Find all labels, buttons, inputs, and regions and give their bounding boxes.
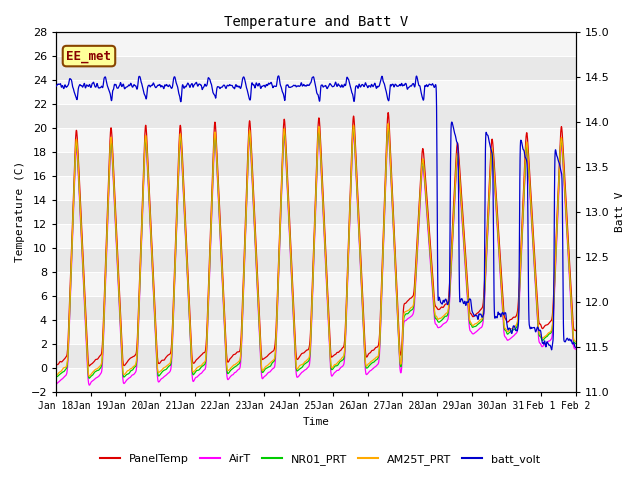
PanelTemp — [385, 110, 392, 116]
PanelTemp — [526, 178, 534, 184]
batt_volt — [52, 84, 60, 89]
AirT — [197, 371, 205, 376]
AirT — [572, 347, 579, 352]
AM25T_PRT — [331, 362, 339, 368]
Line: AM25T_PRT: AM25T_PRT — [56, 123, 575, 376]
AM25T_PRT — [52, 372, 60, 378]
Bar — [56, 104, 575, 128]
AM25T_PRT — [197, 363, 205, 369]
NR01_PRT — [331, 363, 339, 369]
Legend: PanelTemp, AirT, NR01_PRT, AM25T_PRT, batt_volt: PanelTemp, AirT, NR01_PRT, AM25T_PRT, ba… — [95, 450, 545, 469]
batt_volt — [526, 325, 534, 331]
AM25T_PRT — [342, 315, 350, 321]
Bar — [56, 296, 575, 320]
NR01_PRT — [467, 322, 475, 327]
Bar — [56, 128, 575, 152]
AM25T_PRT — [572, 338, 579, 344]
Bar — [56, 272, 575, 296]
Title: Temperature and Batt V: Temperature and Batt V — [224, 15, 408, 29]
PanelTemp — [342, 307, 350, 312]
PanelTemp — [197, 352, 205, 358]
AM25T_PRT — [541, 334, 548, 339]
AirT — [541, 341, 548, 347]
batt_volt — [331, 82, 339, 87]
AM25T_PRT — [526, 188, 534, 193]
AM25T_PRT — [467, 320, 475, 325]
batt_volt — [467, 298, 475, 303]
PanelTemp — [331, 352, 339, 358]
Bar — [56, 56, 575, 80]
batt_volt — [541, 338, 548, 344]
AirT — [467, 329, 475, 335]
Line: AirT: AirT — [56, 132, 575, 385]
NR01_PRT — [385, 123, 392, 129]
AM25T_PRT — [86, 373, 93, 379]
Bar — [56, 32, 575, 56]
NR01_PRT — [197, 364, 205, 370]
PanelTemp — [52, 361, 60, 367]
AirT — [52, 381, 60, 387]
AirT — [331, 370, 339, 375]
Bar — [56, 248, 575, 272]
Bar — [56, 200, 575, 224]
AirT — [342, 323, 350, 329]
NR01_PRT — [526, 191, 534, 196]
Text: EE_met: EE_met — [67, 49, 111, 62]
Line: batt_volt: batt_volt — [56, 76, 575, 350]
PanelTemp — [467, 311, 475, 317]
Bar — [56, 224, 575, 248]
batt_volt — [275, 73, 282, 79]
NR01_PRT — [342, 317, 350, 323]
Bar — [56, 368, 575, 392]
NR01_PRT — [572, 341, 579, 347]
PanelTemp — [86, 363, 93, 369]
AirT — [86, 382, 93, 388]
PanelTemp — [541, 323, 548, 329]
batt_volt — [572, 345, 579, 350]
batt_volt — [197, 82, 205, 88]
Bar — [56, 80, 575, 104]
Bar — [56, 320, 575, 344]
Bar — [56, 344, 575, 368]
Bar — [56, 152, 575, 176]
Line: PanelTemp: PanelTemp — [56, 113, 575, 366]
Y-axis label: Temperature (C): Temperature (C) — [15, 161, 25, 263]
PanelTemp — [572, 328, 579, 334]
Line: NR01_PRT: NR01_PRT — [56, 126, 575, 378]
NR01_PRT — [541, 336, 548, 341]
batt_volt — [342, 80, 350, 86]
NR01_PRT — [52, 374, 60, 380]
AirT — [526, 196, 534, 202]
NR01_PRT — [86, 375, 93, 381]
X-axis label: Time: Time — [302, 417, 330, 427]
Bar — [56, 176, 575, 200]
AirT — [385, 129, 392, 134]
AM25T_PRT — [385, 120, 392, 126]
Y-axis label: Batt V: Batt V — [615, 192, 625, 232]
batt_volt — [548, 347, 556, 353]
